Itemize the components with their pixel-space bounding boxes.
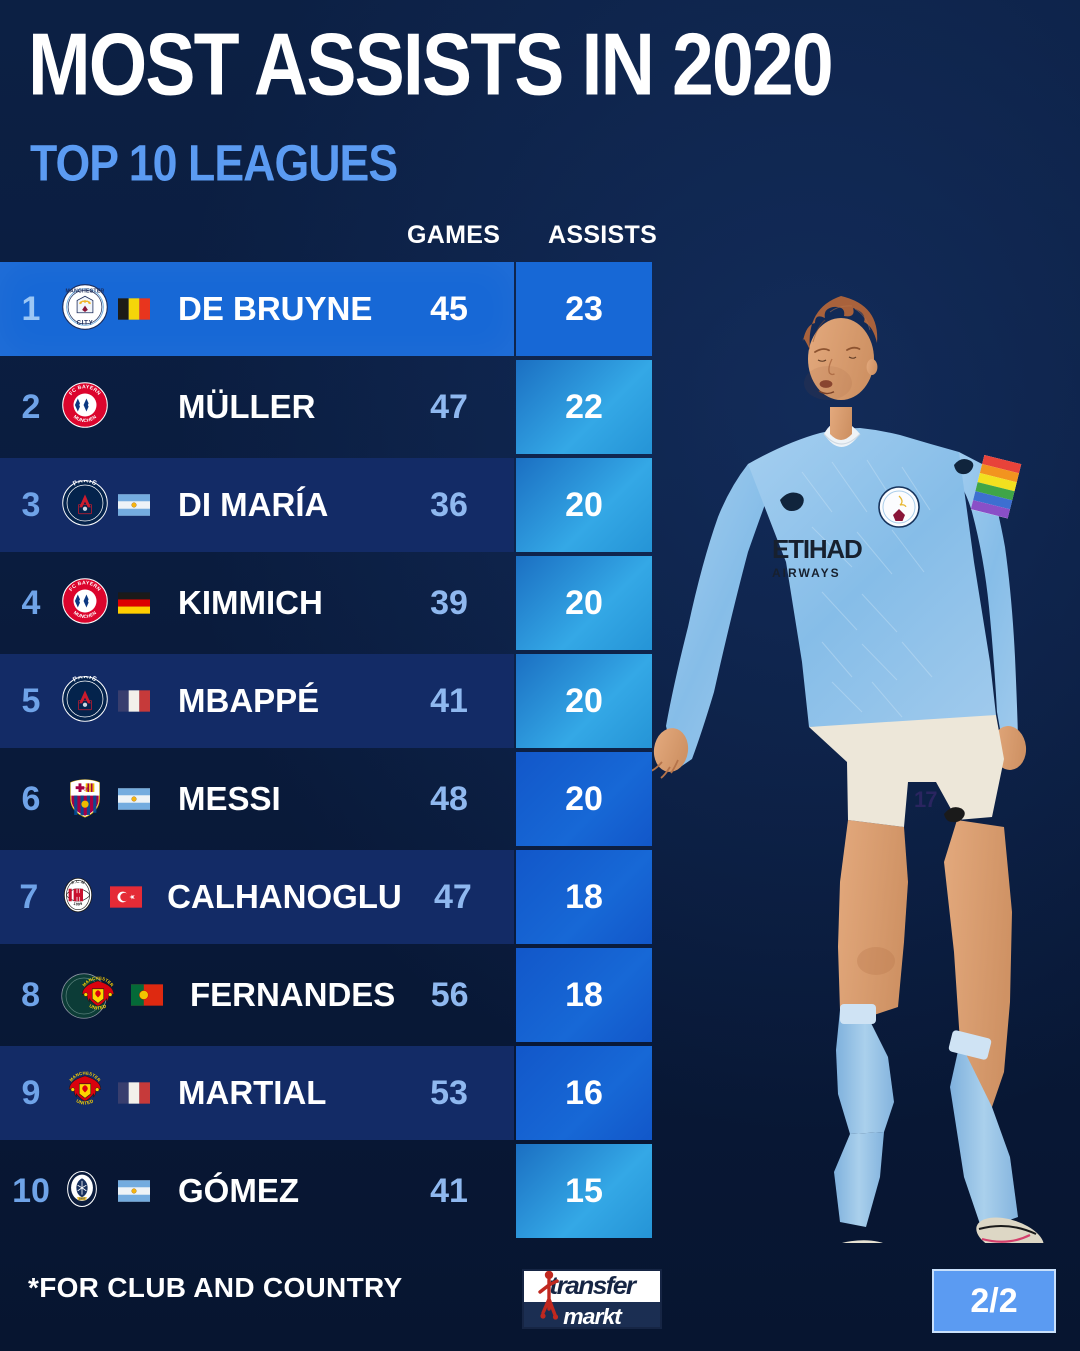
svg-text:1907: 1907 xyxy=(79,1196,86,1200)
svg-text:FCB: FCB xyxy=(81,786,90,791)
svg-text:ETIHAD: ETIHAD xyxy=(772,534,862,564)
svg-text:AIRWAYS: AIRWAYS xyxy=(772,566,841,580)
svg-text:MANCHESTER: MANCHESTER xyxy=(65,288,104,294)
svg-text:CITY: CITY xyxy=(77,319,94,326)
svg-text:17: 17 xyxy=(914,787,937,812)
